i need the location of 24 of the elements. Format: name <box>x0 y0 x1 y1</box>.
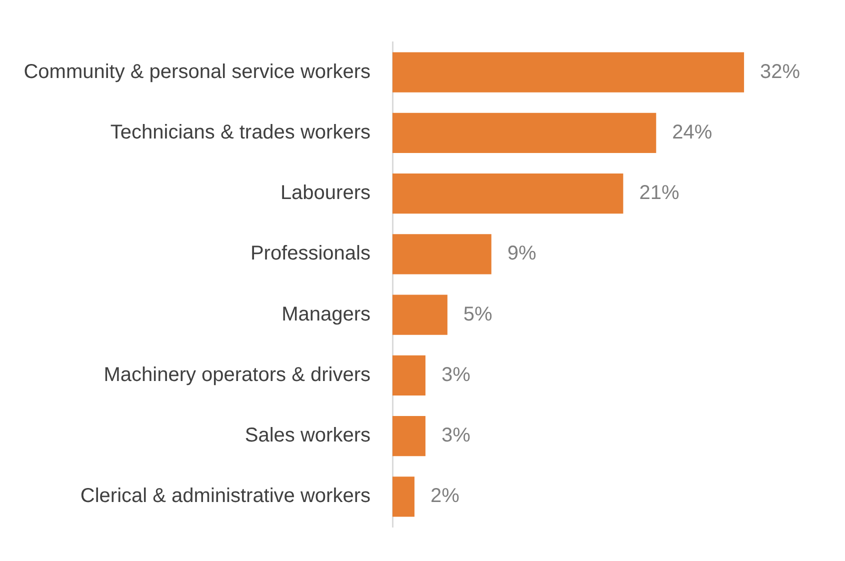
data-label: 3% <box>441 364 471 386</box>
bar <box>392 234 492 274</box>
bar <box>392 355 426 396</box>
data-label: 9% <box>507 242 536 265</box>
bar <box>392 416 426 456</box>
y-tick-label: Managers <box>282 303 370 326</box>
y-tick-label: Machinery operators & drivers <box>104 364 370 386</box>
y-tick-label: Clerical & administrative workers <box>80 485 370 508</box>
data-label: 24% <box>672 121 712 144</box>
data-label: 3% <box>441 424 471 447</box>
y-tick-label: Community & personal service workers <box>24 60 370 83</box>
bar <box>392 52 744 92</box>
bar <box>392 294 448 335</box>
data-label: 32% <box>760 60 800 83</box>
bar <box>392 476 414 517</box>
data-label: 5% <box>463 303 493 326</box>
bar <box>392 174 624 214</box>
y-tick-label: Labourers <box>280 182 370 204</box>
data-label: 2% <box>430 485 460 508</box>
y-tick-label: Sales workers <box>244 424 370 447</box>
bar <box>392 112 656 153</box>
y-tick-label: Professionals <box>250 242 370 265</box>
y-tick-label: Technicians & trades workers <box>110 121 370 144</box>
data-label: 21% <box>639 182 680 204</box>
